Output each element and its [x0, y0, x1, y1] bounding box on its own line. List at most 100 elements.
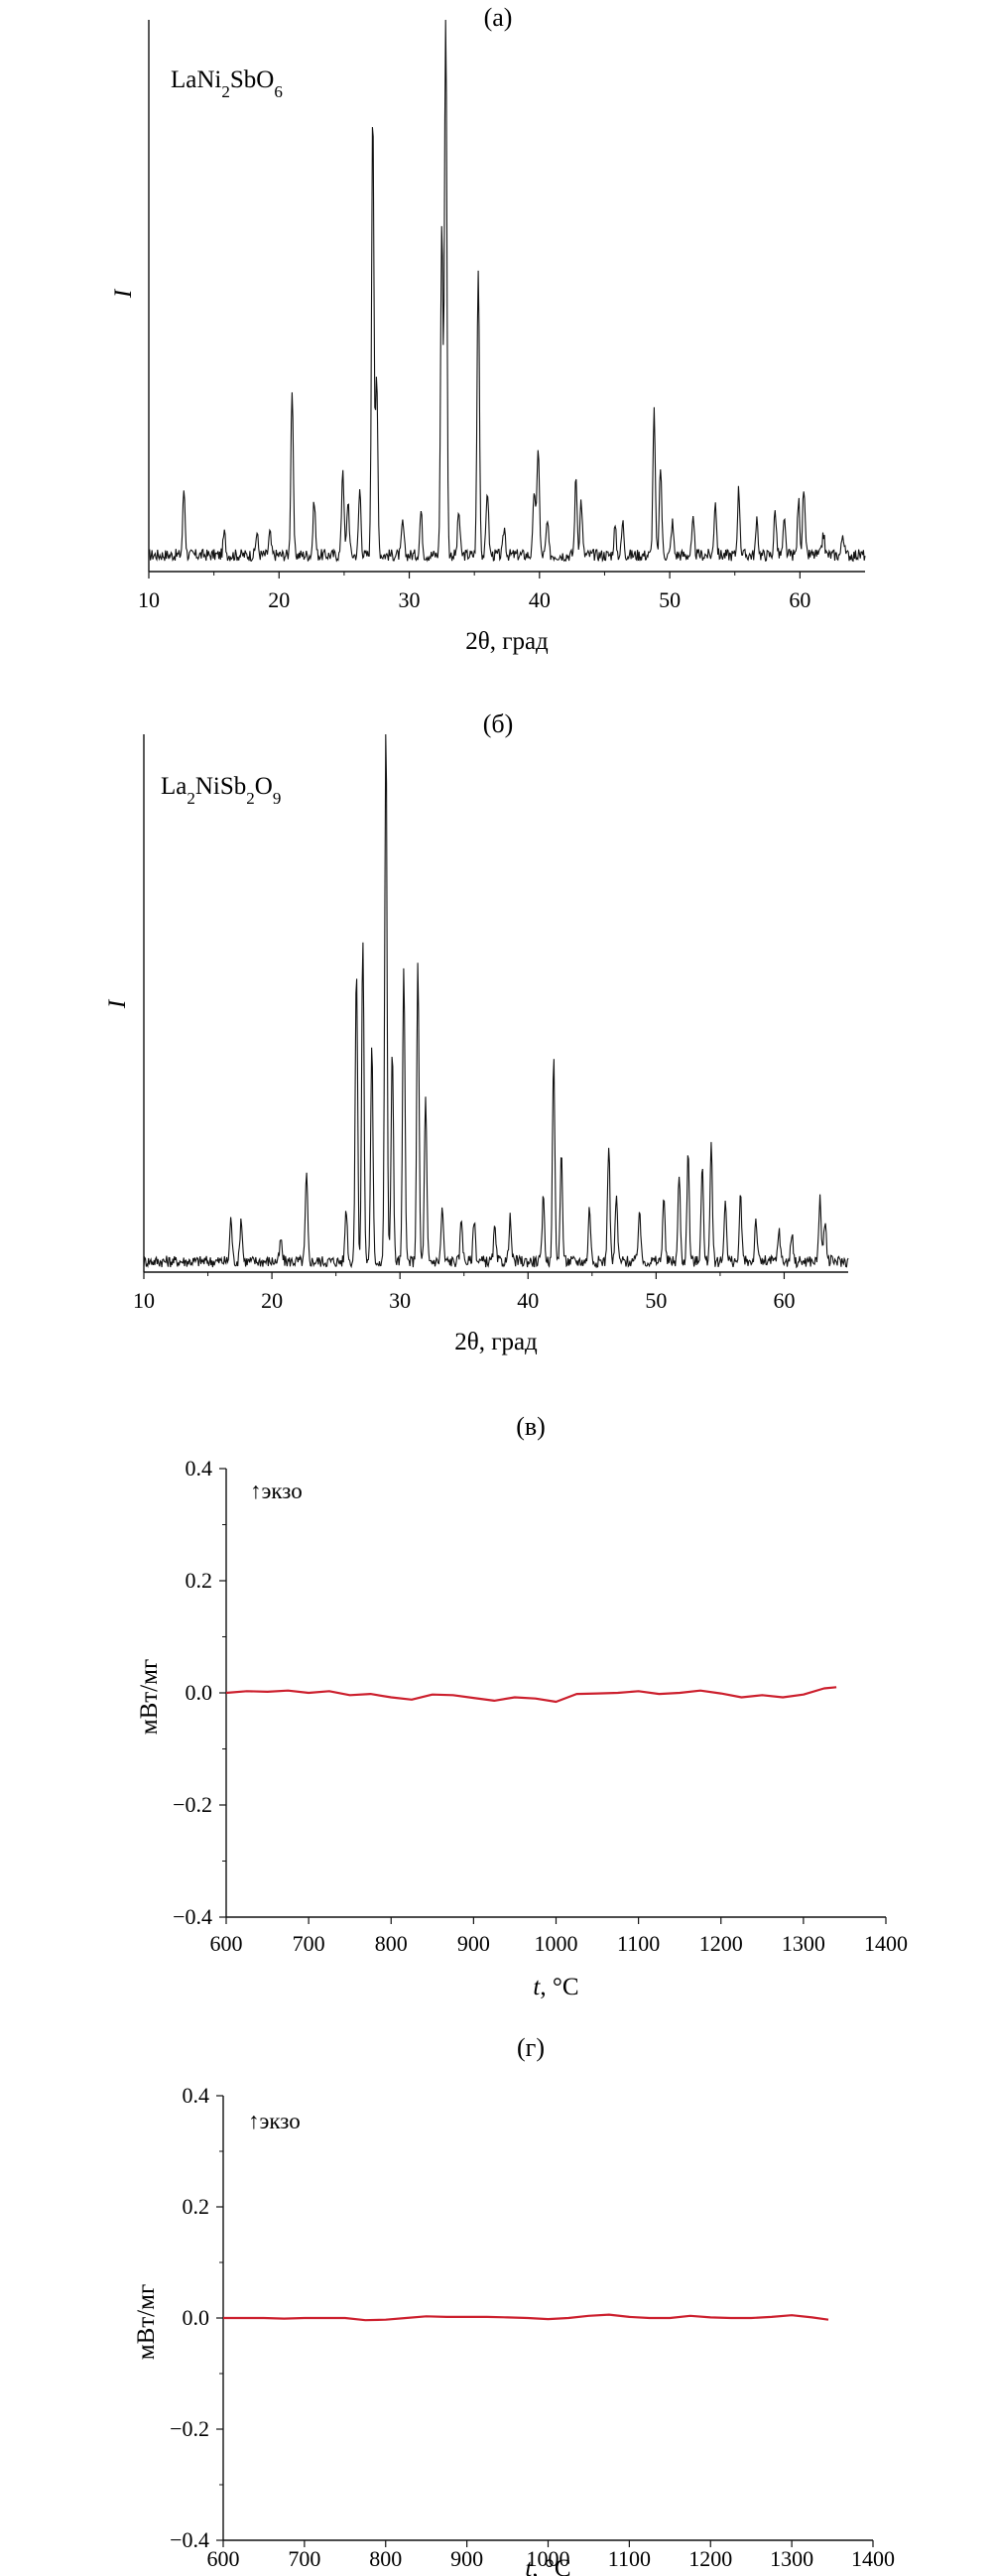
- xrd-peak-marker: [687, 1153, 688, 1154]
- xrd-peak-marker: [639, 1207, 640, 1208]
- x-axis-title: t, °C: [533, 1974, 578, 2000]
- xrd-peak-marker: [184, 488, 185, 489]
- xrd-peak-marker: [342, 466, 343, 467]
- dsc-data-point: [792, 2315, 793, 2316]
- x-tick-label: 10: [138, 587, 160, 612]
- dsc-data-point: [629, 2316, 630, 2317]
- y-tick-label: −0.4: [170, 2527, 209, 2552]
- dsc-data-point: [528, 2318, 529, 2319]
- compound-base: LaNi: [171, 66, 221, 93]
- x-tick-label: 20: [261, 1288, 283, 1313]
- dsc-data-point: [741, 1697, 742, 1698]
- x-tick-label: 1000: [527, 2546, 570, 2571]
- panel-label: (б): [483, 709, 514, 738]
- dsc-data-point: [507, 2317, 508, 2318]
- dsc-data-point: [304, 2318, 305, 2319]
- dsc-data-point: [243, 2318, 244, 2319]
- panel-label: (г): [517, 2033, 545, 2062]
- dsc-data-point: [412, 1699, 413, 1700]
- dsc-data-point: [689, 2315, 690, 2316]
- dsc-data-point: [446, 2316, 447, 2317]
- dsc-data-point: [309, 1693, 310, 1694]
- xrd-peak-marker: [824, 1218, 825, 1219]
- dsc-data-point: [811, 2317, 812, 2318]
- x-axis-title: t, °C: [525, 2555, 570, 2576]
- dsc-data-point: [588, 2315, 589, 2316]
- dsc-data-point: [473, 1698, 474, 1699]
- x-tick-label: 30: [389, 1288, 411, 1313]
- xrd-peak-marker: [478, 268, 479, 269]
- xrd-peak-marker: [660, 466, 661, 467]
- dsc-data-point: [597, 1693, 598, 1694]
- dsc-data-point: [803, 1694, 804, 1695]
- dsc-data-point: [710, 2317, 711, 2318]
- compound-label: LaNi2SbO6: [171, 66, 283, 101]
- xrd-peak-marker: [701, 1164, 702, 1165]
- y-tick-label: 0.0: [183, 2305, 210, 2330]
- x-tick-label: 1300: [770, 2546, 813, 2571]
- x-tick-label: 1100: [608, 2546, 651, 2571]
- dsc-data-point: [344, 2318, 345, 2319]
- xrd-pattern-line: [143, 733, 849, 1269]
- y-tick-label: 0.4: [183, 2083, 210, 2108]
- xrd-peak-marker: [487, 488, 488, 489]
- dsc-data-point: [226, 1693, 227, 1694]
- panel-label: (а): [484, 3, 513, 32]
- y-tick-label: 0.4: [186, 1456, 213, 1481]
- dsc-data-point: [432, 1694, 433, 1695]
- dsc-data-point: [556, 1702, 557, 1703]
- xrd-peak-marker: [553, 1057, 554, 1058]
- compound-sub3: 9: [273, 789, 282, 808]
- dsc-data-point: [567, 2318, 568, 2319]
- dsc-data-point: [730, 2318, 731, 2319]
- x-tick-label: 10: [133, 1288, 155, 1313]
- x-tick-label: 1300: [782, 1931, 825, 1956]
- x-tick-label: 600: [207, 2546, 240, 2571]
- dsc-data-point: [827, 2319, 828, 2320]
- dsc-data-point: [324, 2318, 325, 2319]
- x-axis-title-var: t: [533, 1974, 541, 2000]
- panel-г: (г) 600 700 800 900 1000 1100 1200 1300 1400 0.4 0.…: [133, 2033, 895, 2576]
- dsc-curve-line: [225, 1686, 837, 1704]
- dsc-data-point: [699, 1690, 700, 1691]
- y-tick-label: −0.2: [170, 2416, 209, 2441]
- xrd-peak-marker: [313, 499, 314, 500]
- y-axis-title: мВт/мг: [133, 2284, 160, 2360]
- compound-mid: SbO: [230, 66, 274, 93]
- xrd-peak-marker: [560, 1153, 561, 1154]
- dsc-data-point: [426, 2316, 427, 2317]
- x-tick-label: 60: [773, 1288, 795, 1313]
- xrd-peak-marker: [458, 510, 459, 511]
- xrd-peak-marker: [473, 1218, 474, 1219]
- x-tick-label: 1200: [699, 1931, 743, 1956]
- x-tick-label: 40: [517, 1288, 539, 1313]
- dsc-data-point: [406, 2318, 407, 2319]
- dsc-data-point: [514, 1697, 515, 1698]
- dsc-data-point: [391, 1697, 392, 1698]
- dsc-data-point: [349, 1695, 350, 1696]
- dsc-data-point: [385, 2319, 386, 2320]
- xrd-peak-marker: [804, 488, 805, 489]
- x-tick-label: 50: [659, 587, 681, 612]
- dsc-data-point: [288, 1690, 289, 1691]
- x-axis-title-unit: , °C: [532, 2555, 570, 2576]
- y-axis-title: I: [110, 288, 137, 299]
- compound-sub1: 2: [187, 789, 195, 808]
- xrd-peak-marker: [403, 965, 404, 966]
- dsc-data-point: [365, 2320, 366, 2321]
- exo-annotation: ↑экзо: [250, 1479, 303, 1503]
- dsc-data-point: [494, 1700, 495, 1701]
- panel-label: (в): [516, 1412, 546, 1441]
- xrd-pattern-line: [148, 19, 866, 563]
- dsc-data-point: [762, 1695, 763, 1696]
- xrd-peak-marker: [714, 499, 715, 500]
- dsc-data-point: [576, 1694, 577, 1695]
- x-tick-label: 900: [450, 2546, 483, 2571]
- dsc-data-point: [771, 2316, 772, 2317]
- dsc-data-point: [466, 2316, 467, 2317]
- xrd-peak-marker: [441, 223, 442, 224]
- xrd-peak-marker: [392, 1046, 393, 1047]
- dsc-data-point: [223, 2318, 224, 2319]
